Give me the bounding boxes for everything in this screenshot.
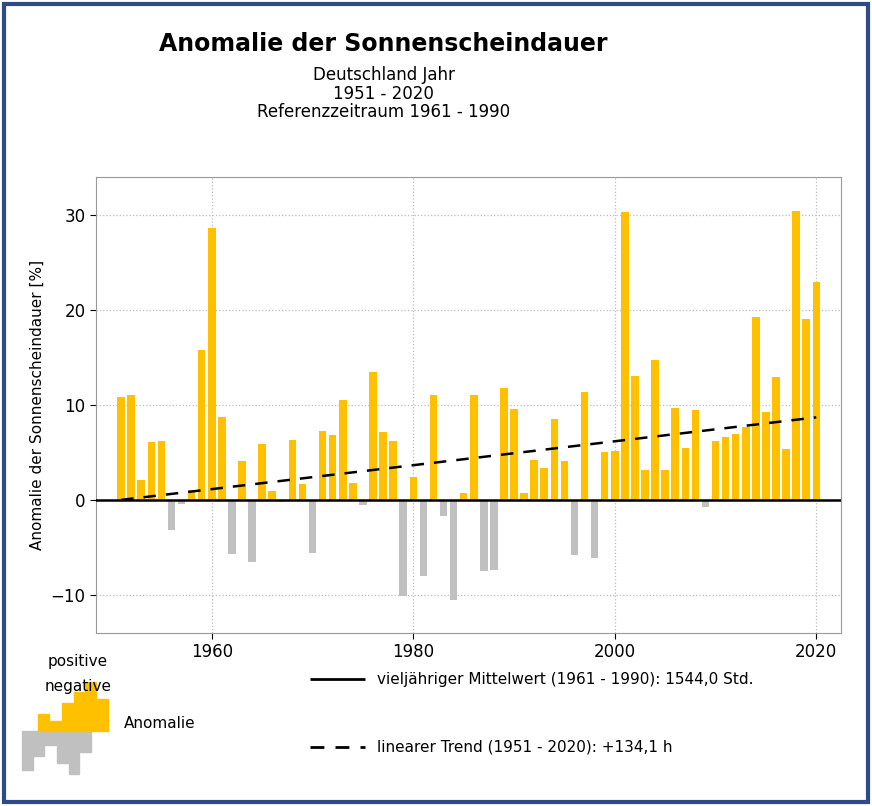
- Bar: [490, 500, 498, 570]
- Bar: [501, 388, 508, 500]
- Bar: [369, 372, 377, 500]
- Bar: [319, 430, 326, 500]
- Bar: [581, 392, 589, 500]
- Bar: [399, 500, 407, 596]
- Bar: [410, 477, 417, 500]
- Bar: [69, 731, 79, 774]
- Bar: [611, 451, 618, 500]
- Text: Anomalie der Sonnenscheindauer: Anomalie der Sonnenscheindauer: [160, 32, 608, 56]
- Bar: [601, 451, 609, 500]
- Bar: [269, 492, 276, 500]
- Bar: [249, 500, 255, 562]
- Bar: [550, 419, 558, 500]
- Bar: [62, 703, 72, 731]
- Bar: [671, 408, 679, 500]
- Bar: [742, 427, 750, 500]
- Bar: [521, 493, 528, 500]
- Bar: [419, 500, 427, 575]
- Bar: [22, 731, 32, 771]
- Bar: [299, 484, 306, 500]
- Bar: [782, 449, 790, 500]
- Bar: [147, 442, 155, 500]
- Bar: [278, 500, 286, 502]
- Bar: [691, 409, 699, 500]
- Bar: [651, 360, 659, 500]
- Bar: [591, 500, 598, 558]
- Bar: [390, 441, 397, 500]
- Bar: [118, 397, 125, 500]
- Bar: [641, 471, 649, 500]
- Bar: [57, 731, 68, 763]
- Bar: [439, 500, 447, 516]
- Bar: [480, 500, 487, 571]
- Bar: [379, 431, 387, 500]
- Bar: [773, 376, 780, 500]
- Bar: [631, 376, 638, 500]
- Bar: [329, 435, 337, 500]
- Text: linearer Trend (1951 - 2020): +134,1 h: linearer Trend (1951 - 2020): +134,1 h: [378, 739, 673, 754]
- Bar: [470, 395, 478, 500]
- Bar: [50, 721, 61, 731]
- Bar: [258, 444, 266, 500]
- Bar: [309, 500, 317, 553]
- Text: Referenzzeitraum 1961 - 1990: Referenzzeitraum 1961 - 1990: [257, 103, 510, 121]
- Bar: [33, 731, 44, 756]
- Bar: [450, 500, 458, 600]
- Bar: [712, 441, 719, 500]
- Bar: [85, 682, 96, 731]
- Text: Deutschland Jahr: Deutschland Jahr: [313, 66, 454, 84]
- Bar: [621, 213, 629, 500]
- Bar: [208, 227, 215, 500]
- Text: negative: negative: [44, 679, 112, 695]
- Bar: [802, 318, 810, 500]
- Bar: [793, 211, 800, 500]
- Bar: [752, 317, 760, 500]
- Bar: [661, 471, 669, 500]
- Polygon shape: [767, 75, 778, 82]
- Bar: [45, 731, 56, 746]
- Bar: [228, 500, 235, 554]
- Bar: [218, 418, 226, 500]
- Bar: [702, 500, 709, 508]
- Bar: [570, 500, 578, 555]
- Bar: [38, 713, 49, 731]
- Bar: [138, 480, 145, 500]
- Bar: [198, 350, 206, 500]
- Bar: [561, 461, 569, 500]
- Bar: [349, 483, 357, 500]
- Bar: [158, 441, 165, 500]
- Y-axis label: Anomalie der Sonnenscheindauer [%]: Anomalie der Sonnenscheindauer [%]: [30, 260, 45, 550]
- Bar: [682, 447, 689, 500]
- Bar: [541, 467, 548, 500]
- Bar: [238, 461, 246, 500]
- Text: positive: positive: [48, 654, 108, 669]
- Bar: [289, 440, 296, 500]
- Bar: [460, 493, 467, 500]
- Bar: [430, 395, 437, 500]
- Bar: [73, 692, 85, 731]
- Bar: [187, 490, 195, 500]
- Bar: [178, 500, 186, 504]
- Bar: [813, 281, 820, 500]
- Bar: [530, 460, 538, 500]
- Bar: [167, 500, 175, 530]
- Bar: [722, 438, 729, 500]
- Bar: [510, 409, 518, 500]
- Bar: [97, 700, 108, 731]
- Text: vieljähriger Mittelwert (1961 - 1990): 1544,0 Std.: vieljähriger Mittelwert (1961 - 1990): 1…: [378, 672, 754, 687]
- Bar: [127, 395, 135, 500]
- Text: DWD: DWD: [787, 21, 837, 39]
- Text: 1951 - 2020: 1951 - 2020: [333, 85, 434, 102]
- Bar: [732, 434, 739, 500]
- Bar: [339, 401, 346, 500]
- Text: Anomalie: Anomalie: [124, 716, 195, 731]
- Bar: [762, 412, 770, 500]
- Bar: [80, 731, 91, 753]
- Bar: [359, 500, 367, 505]
